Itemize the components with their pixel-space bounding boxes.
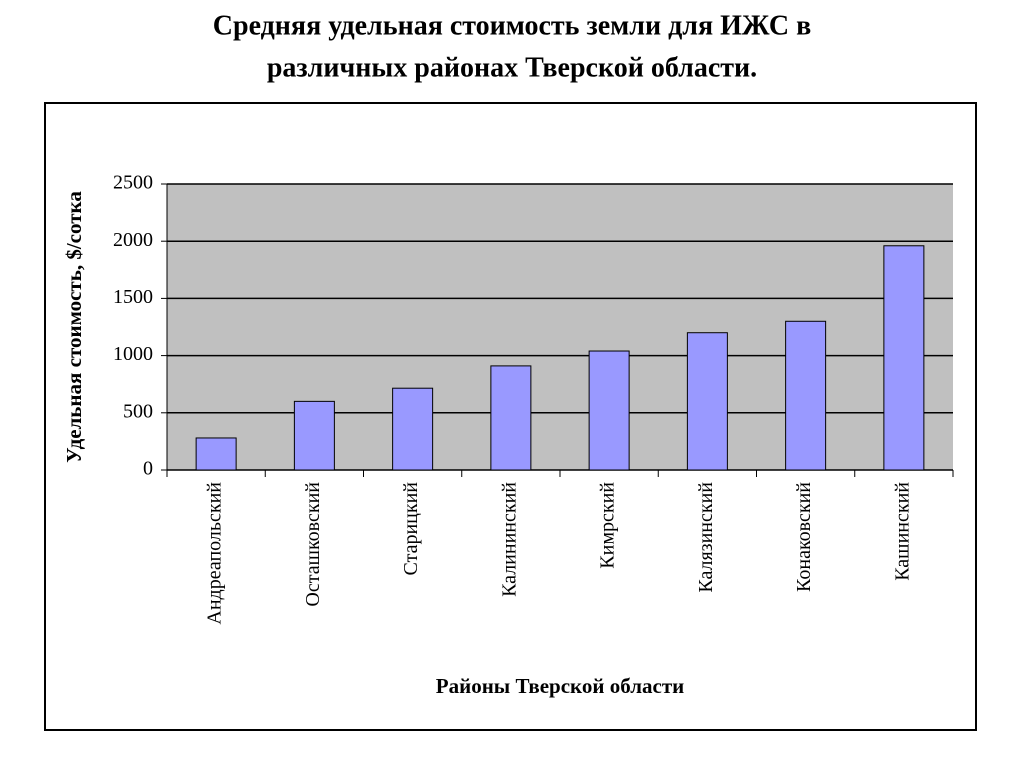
y-tick-label: 500 [123,400,153,422]
x-tick-label: Осташковский [302,482,324,607]
x-axis-title: Районы Тверской области [436,674,684,698]
bar [392,387,434,471]
x-tick-label: Кимрский [597,482,619,569]
y-axis-title: Удельная стоимость, $/сотка [62,191,86,463]
x-tick-label: Конаковский [793,482,815,592]
bar [785,320,827,471]
x-tick-label: Калязинский [695,482,717,593]
bar [883,245,925,471]
chart-title: Средняя удельная стоимость земли для ИЖС… [213,10,811,41]
bar [686,332,728,471]
bar [293,400,335,471]
y-tick-label: 2000 [113,229,153,251]
y-tick-label: 0 [143,458,153,480]
chart-frame [44,102,977,731]
bar [588,350,630,471]
y-tick-label: 1500 [113,286,153,308]
x-tick-label: Старицкий [400,482,422,576]
x-tick-label: Андреапольский [204,482,226,625]
y-tick-label: 2500 [113,172,153,194]
bar [195,437,237,471]
x-tick-label: Калининский [498,482,520,597]
bar [490,365,532,471]
y-tick-label: 1000 [113,343,153,365]
plot-area [167,184,953,470]
x-tick-label: Кашинский [891,482,913,581]
chart-title: различных районах Тверской области. [267,52,757,83]
